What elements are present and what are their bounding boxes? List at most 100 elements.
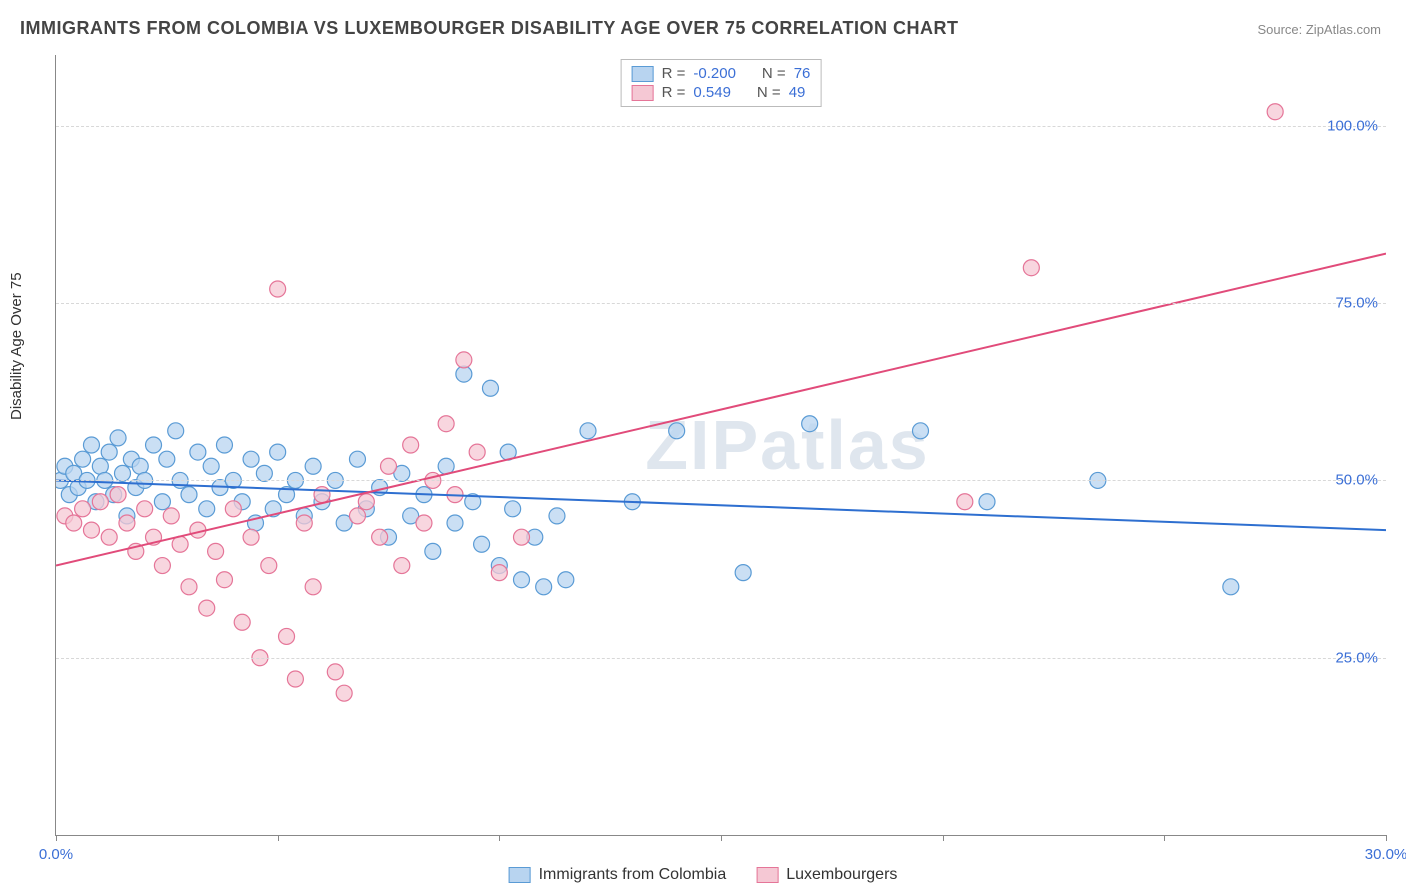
data-point bbox=[358, 494, 374, 510]
data-point bbox=[425, 543, 441, 559]
data-point bbox=[505, 501, 521, 517]
data-point bbox=[735, 565, 751, 581]
trend-line bbox=[56, 254, 1386, 566]
x-tick bbox=[499, 835, 500, 841]
legend-swatch bbox=[509, 867, 531, 883]
data-point bbox=[101, 444, 117, 460]
n-value: 76 bbox=[794, 65, 811, 82]
data-point bbox=[168, 423, 184, 439]
data-point bbox=[438, 416, 454, 432]
data-point bbox=[83, 522, 99, 538]
source-label: Source: ZipAtlas.com bbox=[1257, 22, 1381, 37]
data-point bbox=[279, 628, 295, 644]
data-point bbox=[75, 451, 91, 467]
y-tick-label: 50.0% bbox=[1335, 472, 1378, 489]
y-tick-label: 100.0% bbox=[1327, 117, 1378, 134]
data-point bbox=[1023, 260, 1039, 276]
r-label: R = bbox=[662, 65, 686, 82]
data-point bbox=[349, 451, 365, 467]
data-point bbox=[1223, 579, 1239, 595]
data-point bbox=[234, 614, 250, 630]
data-point bbox=[119, 515, 135, 531]
data-point bbox=[163, 508, 179, 524]
r-label: R = bbox=[662, 84, 686, 101]
legend-stat-row: R = -0.200 N = 76 bbox=[632, 64, 811, 83]
data-point bbox=[110, 487, 126, 503]
y-tick-label: 75.0% bbox=[1335, 295, 1378, 312]
data-point bbox=[132, 458, 148, 474]
data-point bbox=[270, 444, 286, 460]
x-tick bbox=[56, 835, 57, 841]
data-point bbox=[110, 430, 126, 446]
data-point bbox=[190, 444, 206, 460]
data-point bbox=[580, 423, 596, 439]
data-point bbox=[216, 437, 232, 453]
data-point bbox=[181, 487, 197, 503]
data-point bbox=[403, 437, 419, 453]
data-point bbox=[287, 671, 303, 687]
plot-area: ZIPatlas R =-0.200N =76R = 0.549N =49 25… bbox=[55, 55, 1386, 836]
data-point bbox=[514, 572, 530, 588]
data-point bbox=[327, 664, 343, 680]
legend-swatch bbox=[632, 85, 654, 101]
chart-svg bbox=[56, 55, 1386, 835]
n-label: N = bbox=[762, 65, 786, 82]
data-point bbox=[137, 501, 153, 517]
x-tick-label: 0.0% bbox=[39, 846, 73, 863]
n-label: N = bbox=[757, 84, 781, 101]
legend-label: Immigrants from Colombia bbox=[539, 866, 727, 884]
legend-stat-row: R = 0.549N =49 bbox=[632, 83, 811, 102]
gridline bbox=[56, 126, 1386, 127]
data-point bbox=[305, 579, 321, 595]
data-point bbox=[349, 508, 365, 524]
data-point bbox=[208, 543, 224, 559]
data-point bbox=[256, 465, 272, 481]
legend-series: Immigrants from Colombia Luxembourgers bbox=[509, 866, 898, 884]
data-point bbox=[92, 458, 108, 474]
data-point bbox=[75, 501, 91, 517]
data-point bbox=[482, 380, 498, 396]
x-tick bbox=[1164, 835, 1165, 841]
gridline bbox=[56, 303, 1386, 304]
legend-swatch bbox=[756, 867, 778, 883]
r-value: 0.549 bbox=[693, 84, 731, 101]
data-point bbox=[101, 529, 117, 545]
data-point bbox=[66, 515, 82, 531]
data-point bbox=[802, 416, 818, 432]
y-axis-label: Disability Age Over 75 bbox=[8, 272, 25, 420]
chart-title: IMMIGRANTS FROM COLOMBIA VS LUXEMBOURGER… bbox=[20, 18, 959, 39]
data-point bbox=[913, 423, 929, 439]
data-point bbox=[1267, 104, 1283, 120]
data-point bbox=[474, 536, 490, 552]
data-point bbox=[243, 529, 259, 545]
x-tick-label: 30.0% bbox=[1365, 846, 1406, 863]
x-tick bbox=[278, 835, 279, 841]
data-point bbox=[514, 529, 530, 545]
gridline bbox=[56, 658, 1386, 659]
data-point bbox=[372, 529, 388, 545]
data-point bbox=[199, 501, 215, 517]
data-point bbox=[979, 494, 995, 510]
data-point bbox=[305, 458, 321, 474]
data-point bbox=[92, 494, 108, 510]
data-point bbox=[416, 515, 432, 531]
data-point bbox=[549, 508, 565, 524]
legend-label: Luxembourgers bbox=[786, 866, 897, 884]
data-point bbox=[469, 444, 485, 460]
data-point bbox=[314, 487, 330, 503]
data-point bbox=[203, 458, 219, 474]
data-point bbox=[154, 558, 170, 574]
x-tick bbox=[943, 835, 944, 841]
data-point bbox=[146, 437, 162, 453]
data-point bbox=[296, 515, 312, 531]
data-point bbox=[216, 572, 232, 588]
data-point bbox=[669, 423, 685, 439]
gridline bbox=[56, 480, 1386, 481]
data-point bbox=[536, 579, 552, 595]
data-point bbox=[456, 352, 472, 368]
data-point bbox=[225, 501, 241, 517]
data-point bbox=[491, 565, 507, 581]
x-tick bbox=[1386, 835, 1387, 841]
data-point bbox=[181, 579, 197, 595]
r-value: -0.200 bbox=[693, 65, 736, 82]
